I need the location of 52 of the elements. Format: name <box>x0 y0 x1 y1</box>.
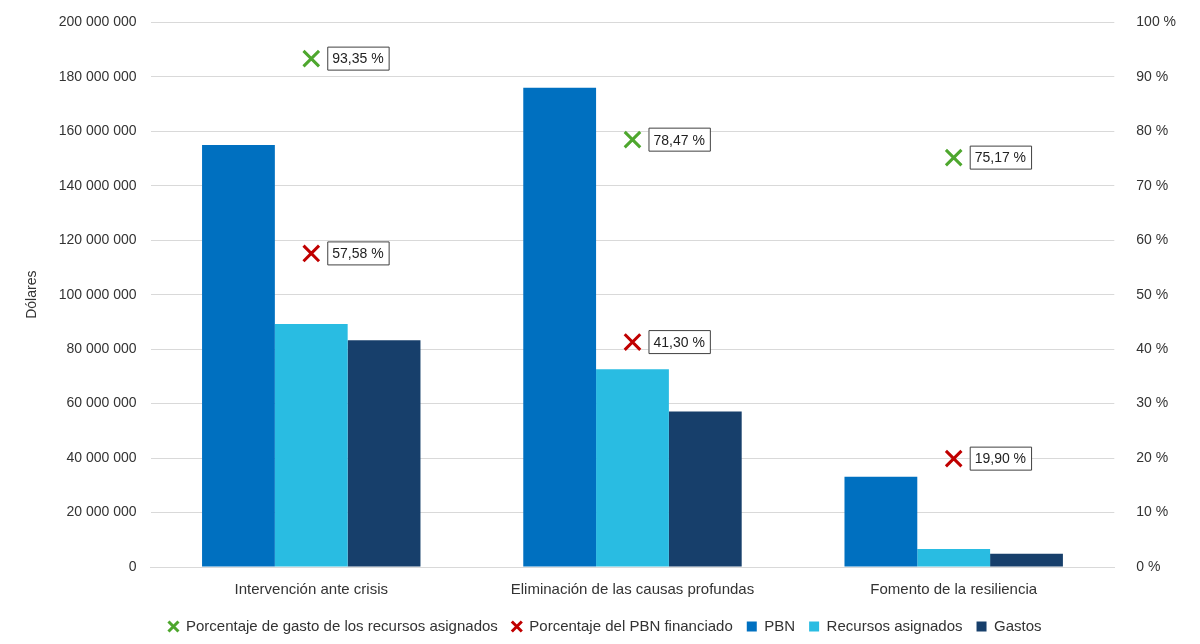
bar <box>990 553 1063 567</box>
data-label: 78,47 % <box>653 131 705 148</box>
point <box>944 449 963 468</box>
point <box>301 244 321 263</box>
x-tick-label: Fomento de la resiliencia <box>870 580 1038 598</box>
y-tick-label: 180 000 000 <box>58 67 137 84</box>
point <box>623 130 642 149</box>
legend-label: PBN <box>764 616 796 634</box>
point <box>623 332 642 352</box>
legend-label: Gastos <box>994 616 1042 634</box>
y2-tick-label: 70 % <box>1136 176 1169 193</box>
y-tick-label: 200 000 000 <box>58 13 137 30</box>
bar <box>596 369 669 567</box>
data-label: 75,17 % <box>974 149 1027 166</box>
bar <box>347 340 421 567</box>
y2-tick-label: 10 % <box>1136 503 1169 520</box>
y-axis-title: Dólares <box>23 270 40 319</box>
y-tick-label: 80 000 000 <box>66 340 137 357</box>
y2-tick-label: 40 % <box>1136 340 1169 357</box>
y-tick-label: 40 000 000 <box>66 448 137 465</box>
point <box>944 148 963 167</box>
y-tick-label: 120 000 000 <box>58 231 137 248</box>
y2-tick-label: 80 % <box>1136 122 1169 139</box>
y2-tick-label: 90 % <box>1136 67 1169 84</box>
x-tick-label: Intervención ante crisis <box>234 580 388 598</box>
data-label: 57,58 % <box>332 245 384 262</box>
bar <box>274 324 348 567</box>
point <box>301 49 321 68</box>
data-label: 93,35 % <box>332 50 384 67</box>
legend-label: Porcentaje de gasto de los recursos asignados <box>185 616 498 634</box>
bar <box>844 476 918 567</box>
y-tick-label: 20 000 000 <box>66 503 137 520</box>
y2-tick-label: 0 % <box>1136 557 1161 574</box>
data-label: 19,90 % <box>974 450 1027 467</box>
y2-tick-label: 50 % <box>1136 285 1169 302</box>
x-tick-label: Eliminación de las causas profundas <box>510 580 755 598</box>
bar <box>668 411 742 567</box>
y-tick-label: 100 000 000 <box>58 285 137 302</box>
bar <box>202 144 275 567</box>
y-tick-label: 140 000 000 <box>58 176 137 193</box>
y-tick-label: 160 000 000 <box>58 122 137 139</box>
bar <box>523 87 597 567</box>
y2-tick-label: 60 % <box>1136 231 1169 248</box>
y2-tick-label: 30 % <box>1136 394 1169 411</box>
bar <box>917 549 991 567</box>
y-tick-label: 60 000 000 <box>66 394 137 411</box>
data-label: 41,30 % <box>653 333 705 350</box>
y2-tick-label: 20 % <box>1136 448 1169 465</box>
y-tick-label: 0 <box>128 557 137 574</box>
legend-label: Recursos asignados <box>826 616 963 634</box>
y2-tick-label: 100 % <box>1136 13 1177 30</box>
legend-label: Porcentaje del PBN financiado <box>529 616 733 634</box>
